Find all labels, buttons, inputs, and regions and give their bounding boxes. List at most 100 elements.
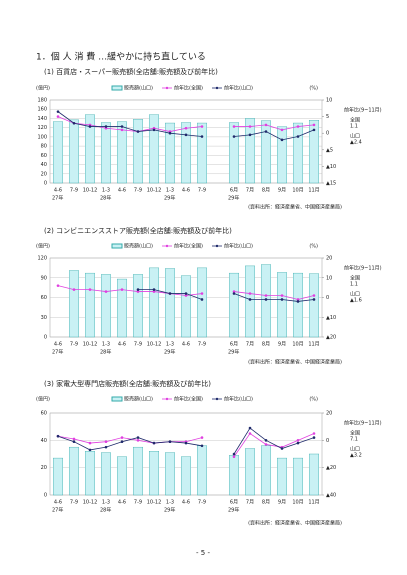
x-tick-label: 4-6 <box>182 500 190 506</box>
page-number: - 5 - <box>196 549 210 557</box>
line-marker <box>120 440 124 444</box>
bar <box>164 268 175 338</box>
heading: 1．個 人 消 費 …緩やかに持ち直している <box>36 51 206 63</box>
bar <box>116 456 127 496</box>
x-tick-label: 7-9 <box>198 188 206 194</box>
bar <box>180 122 191 184</box>
line-marker <box>296 300 300 303</box>
y2-tick-label: 20 <box>326 256 332 262</box>
line-marker <box>200 444 204 448</box>
line-marker <box>232 292 236 295</box>
legend-label: 販売額(山口) <box>124 85 153 92</box>
side-note-name: 全国 <box>350 275 360 282</box>
year-label: 29年 <box>228 195 239 202</box>
line-marker <box>104 290 108 293</box>
bar <box>100 122 111 184</box>
x-tick-label: 1-3 <box>166 188 174 194</box>
x-tick-label: 4-6 <box>182 188 190 194</box>
year-label: 29年 <box>164 349 175 356</box>
line-marker <box>312 436 316 439</box>
x-tick-label: 1-3 <box>102 342 110 348</box>
line-marker <box>120 128 124 132</box>
x-tick-label: 1-3 <box>102 188 110 194</box>
bar <box>244 118 255 184</box>
line-marker <box>312 432 316 435</box>
line-marker <box>104 440 108 444</box>
x-tick-label: 10-12 <box>83 188 98 194</box>
y-tick-label: 40 <box>41 162 47 168</box>
line-marker <box>72 288 76 291</box>
y2-tick-label: 0 <box>326 131 329 137</box>
line-marker <box>72 437 76 441</box>
bar <box>261 445 272 496</box>
x-tick-label: 7-9 <box>134 500 142 506</box>
chart-subtitle: (1) 百貨店・スーパー販売額(全店舗:販売額及び前年比) <box>44 67 218 76</box>
line-marker <box>56 284 60 287</box>
bar <box>132 274 143 338</box>
y2-tick-label: 0 <box>326 438 329 444</box>
line-marker <box>88 448 92 452</box>
y-tick-label: 140 <box>37 116 47 122</box>
x-tick-label: 7月 <box>246 188 254 194</box>
bar <box>309 453 320 496</box>
side-note-name: 山口 <box>350 133 360 140</box>
bar <box>244 448 255 496</box>
x-tick-label: 10-12 <box>147 188 162 194</box>
bar <box>100 274 111 338</box>
bar <box>132 119 143 184</box>
bar <box>244 265 255 338</box>
bar <box>261 120 272 184</box>
y-tick-label: 60 <box>41 411 47 417</box>
line-marker <box>88 125 92 128</box>
year-label: 28年 <box>100 349 111 356</box>
line <box>57 116 315 132</box>
side-note-name: 山口 <box>350 291 360 298</box>
x-tick-label: 8月 <box>262 342 270 348</box>
line-marker <box>136 290 140 293</box>
line-marker <box>296 439 300 442</box>
line-marker <box>264 443 268 446</box>
line-marker <box>264 439 268 442</box>
line-marker <box>248 432 252 435</box>
bar <box>116 121 127 184</box>
legend-marker <box>165 244 169 248</box>
line-marker <box>200 436 204 439</box>
legend-label: 前年比(山口) <box>224 243 253 250</box>
x-tick-label: 11月 <box>308 342 319 348</box>
bar <box>132 446 143 496</box>
y-tick-label: 20 <box>41 171 47 177</box>
x-tick-label: 9月 <box>278 342 286 348</box>
bar <box>196 445 207 496</box>
bar <box>277 457 288 496</box>
bar <box>84 451 95 496</box>
line-marker <box>248 292 252 295</box>
legend-swatch <box>111 85 123 91</box>
y2-tick-label: 20 <box>326 411 332 417</box>
line-marker <box>136 439 140 442</box>
x-tick-label: 7月 <box>246 342 254 348</box>
line-marker <box>312 294 316 297</box>
y2-tick-label: 10 <box>326 98 332 104</box>
line-marker <box>72 440 76 444</box>
bar <box>164 452 175 496</box>
side-note-name: 全国 <box>350 117 360 124</box>
x-tick-label: 6月 <box>230 500 238 506</box>
line-marker <box>280 298 284 301</box>
line-marker <box>264 130 268 133</box>
side-note-title: 前年比(9~11月) <box>344 107 382 114</box>
side-note-title: 前年比(9~11月) <box>344 265 382 272</box>
bar <box>293 122 304 184</box>
line-marker <box>200 125 204 128</box>
bar <box>309 120 320 184</box>
y-tick-label: 160 <box>37 107 47 113</box>
y2-tick-label: 10 <box>326 275 332 281</box>
y2-tick-label: ▲5 <box>326 147 333 153</box>
line-marker <box>200 292 204 295</box>
bar <box>84 272 95 338</box>
y-tick-label: 0 <box>44 335 47 341</box>
x-tick-label: 7-9 <box>134 342 142 348</box>
bar <box>277 126 288 184</box>
line-marker <box>184 126 188 130</box>
bar <box>309 273 320 338</box>
